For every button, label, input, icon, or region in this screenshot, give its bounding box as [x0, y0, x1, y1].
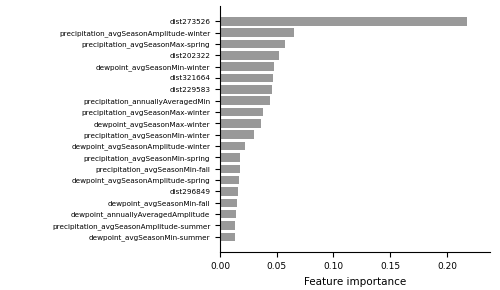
Bar — [220, 199, 237, 207]
Bar — [220, 153, 240, 162]
Bar — [220, 187, 238, 196]
Bar — [220, 130, 254, 139]
Bar — [220, 164, 240, 173]
Bar — [220, 51, 279, 59]
Bar — [220, 62, 274, 71]
Bar — [220, 233, 234, 241]
Bar — [220, 40, 284, 48]
Bar — [220, 210, 236, 218]
Bar — [220, 176, 240, 184]
Bar — [220, 17, 468, 26]
X-axis label: Feature importance: Feature importance — [304, 277, 406, 287]
Bar — [220, 221, 234, 230]
Bar — [220, 74, 274, 82]
Bar — [220, 108, 263, 116]
Bar — [220, 28, 294, 37]
Bar — [220, 85, 272, 94]
Bar — [220, 119, 261, 128]
Bar — [220, 142, 245, 150]
Bar — [220, 97, 270, 105]
